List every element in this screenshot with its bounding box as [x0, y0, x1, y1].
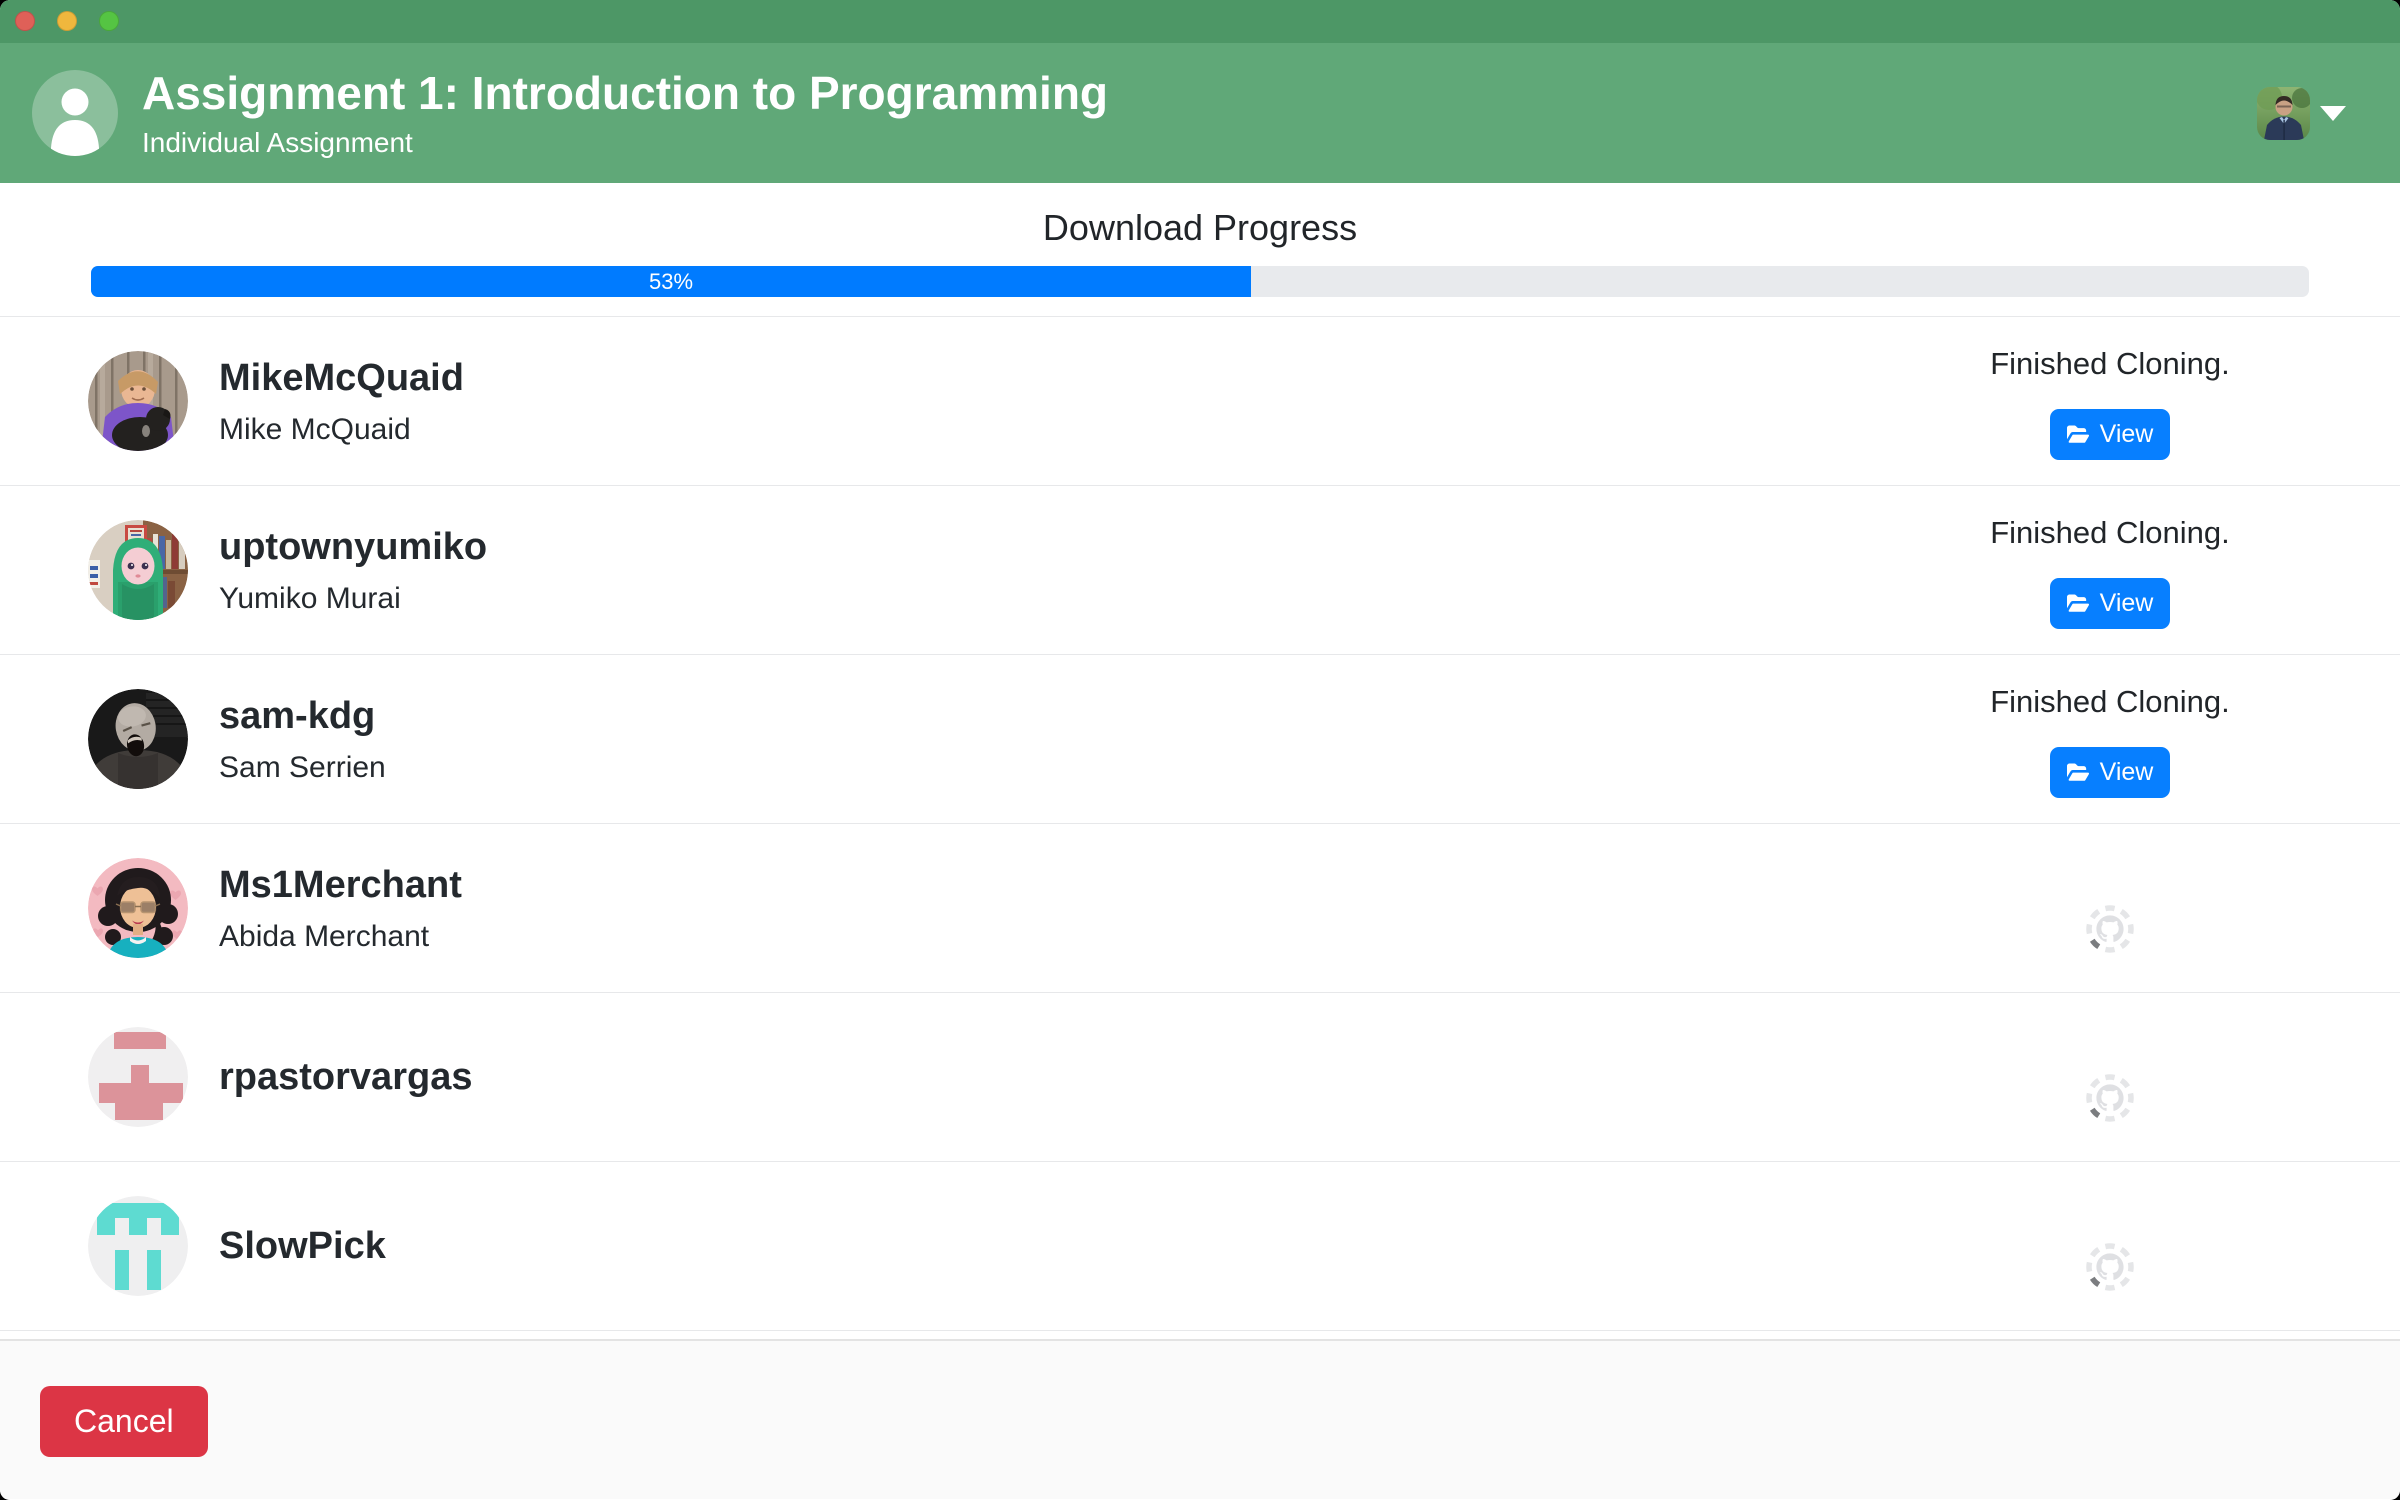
view-button[interactable]: View: [2049, 409, 2171, 460]
account-avatar: [2257, 87, 2310, 140]
student-avatar: [88, 1027, 188, 1127]
progress-percent-label: 53%: [648, 268, 694, 294]
folder-open-icon: [2066, 594, 2089, 612]
student-list: MikeMcQuaid Mike McQuaid Finished Clonin…: [0, 317, 2400, 1331]
account-menu-button[interactable]: [2257, 87, 2346, 140]
status-text: Finished Cloning.: [1990, 515, 2230, 550]
student-row: MikeMcQuaid Mike McQuaid Finished Clonin…: [0, 317, 2400, 486]
progress-bar-fill: 53%: [91, 266, 1251, 297]
status-column: Finished Cloning. View: [1960, 486, 2260, 654]
progress-heading: Download Progress: [1042, 207, 1358, 248]
student-info: Ms1Merchant Abida Merchant: [219, 863, 462, 954]
student-avatar: [88, 1196, 188, 1296]
status-text: Finished Cloning.: [1990, 684, 2230, 719]
octocat-spinner-icon: [2086, 1243, 2134, 1291]
header-text: Assignment 1: Introduction to Programmin…: [142, 67, 1108, 159]
student-realname: Sam Serrien: [219, 750, 386, 784]
view-button-label: View: [2099, 589, 2154, 617]
student-info: sam-kdg Sam Serrien: [219, 694, 386, 785]
view-button[interactable]: View: [2049, 578, 2171, 629]
student-row: sam-kdg Sam Serrien Finished Cloning. Vi…: [0, 655, 2400, 824]
status-column: [1960, 824, 2260, 992]
caret-down-icon: [2320, 106, 2346, 121]
student-info: uptownyumiko Yumiko Murai: [219, 525, 487, 616]
status-column: [1960, 993, 2260, 1161]
assignment-header: Assignment 1: Introduction to Programmin…: [0, 43, 2400, 183]
octocat-spinner-icon: [2086, 1074, 2134, 1122]
student-realname: Yumiko Murai: [219, 581, 401, 615]
status-column: [1960, 1162, 2260, 1330]
view-button[interactable]: View: [2049, 747, 2171, 798]
page-title: Assignment 1: Introduction to Programmin…: [142, 67, 1109, 120]
student-avatar: [88, 689, 188, 789]
student-username: SlowPick: [219, 1225, 386, 1267]
student-username: rpastorvargas: [219, 1056, 473, 1098]
view-button-label: View: [2099, 758, 2154, 786]
student-realname: Abida Merchant: [219, 919, 430, 953]
page-subtitle: Individual Assignment: [142, 126, 413, 158]
status-text: Finished Cloning.: [1990, 346, 2230, 381]
student-row: rpastorvargas: [0, 993, 2400, 1162]
view-button-label: View: [2099, 420, 2154, 448]
student-username: MikeMcQuaid: [219, 356, 464, 399]
student-avatar: [88, 858, 188, 958]
student-row: uptownyumiko Yumiko Murai Finished Cloni…: [0, 486, 2400, 655]
status-column: Finished Cloning. View: [1960, 655, 2260, 823]
download-progress-section: Download Progress 53%: [0, 183, 2400, 317]
cancel-button[interactable]: Cancel: [40, 1386, 208, 1457]
titlebar: [0, 0, 2400, 43]
minimize-button[interactable]: [57, 11, 77, 31]
folder-open-icon: [2066, 763, 2089, 781]
progress-bar: 53%: [91, 266, 2309, 297]
zoom-button[interactable]: [99, 11, 119, 31]
footer-spacer: [0, 1331, 2400, 1339]
student-username: Ms1Merchant: [219, 863, 462, 906]
student-info: rpastorvargas: [219, 1055, 472, 1099]
status-column: Finished Cloning. View: [1960, 317, 2260, 485]
footer: Cancel: [0, 1339, 2400, 1499]
student-row: SlowPick: [0, 1162, 2400, 1331]
folder-open-icon: [2066, 425, 2089, 443]
student-username: sam-kdg: [219, 694, 376, 737]
student-realname: Mike McQuaid: [219, 412, 411, 446]
student-avatar: [88, 351, 188, 451]
student-row: Ms1Merchant Abida Merchant: [0, 824, 2400, 993]
user-icon: [32, 70, 118, 156]
student-info: SlowPick: [219, 1224, 386, 1268]
close-button[interactable]: [15, 11, 35, 31]
student-avatar: [88, 520, 188, 620]
octocat-spinner-icon: [2086, 905, 2134, 953]
student-info: MikeMcQuaid Mike McQuaid: [219, 356, 464, 447]
student-username: uptownyumiko: [219, 525, 488, 568]
